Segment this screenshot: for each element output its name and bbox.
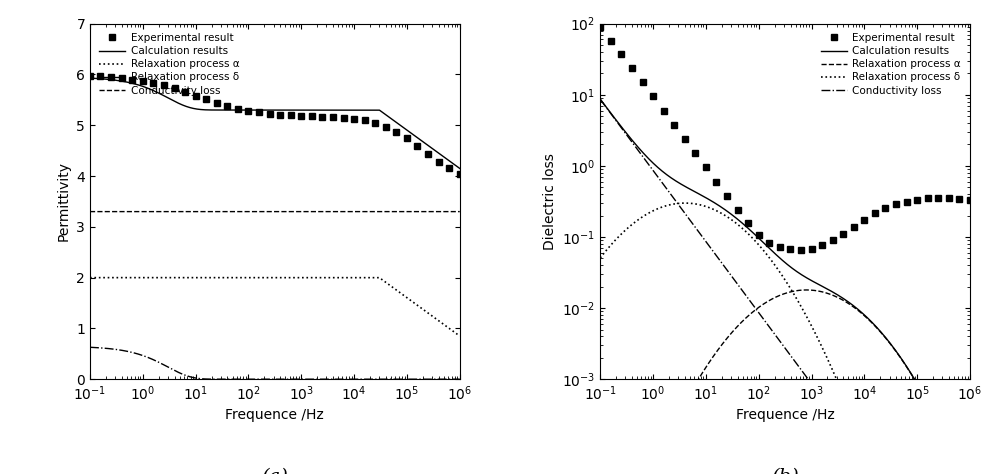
Text: (a): (a) — [261, 468, 288, 474]
X-axis label: Frequence /Hz: Frequence /Hz — [225, 408, 324, 422]
Text: (b): (b) — [771, 468, 799, 474]
Y-axis label: Dielectric loss: Dielectric loss — [543, 153, 557, 250]
X-axis label: Frequence /Hz: Frequence /Hz — [736, 408, 835, 422]
Legend: Experimental result, Calculation results, Relaxation process α, Relaxation proce: Experimental result, Calculation results… — [817, 29, 965, 100]
Y-axis label: Permittivity: Permittivity — [57, 162, 71, 241]
Legend: Experimental result, Calculation results, Relaxation process α, Relaxation proce: Experimental result, Calculation results… — [95, 29, 243, 100]
